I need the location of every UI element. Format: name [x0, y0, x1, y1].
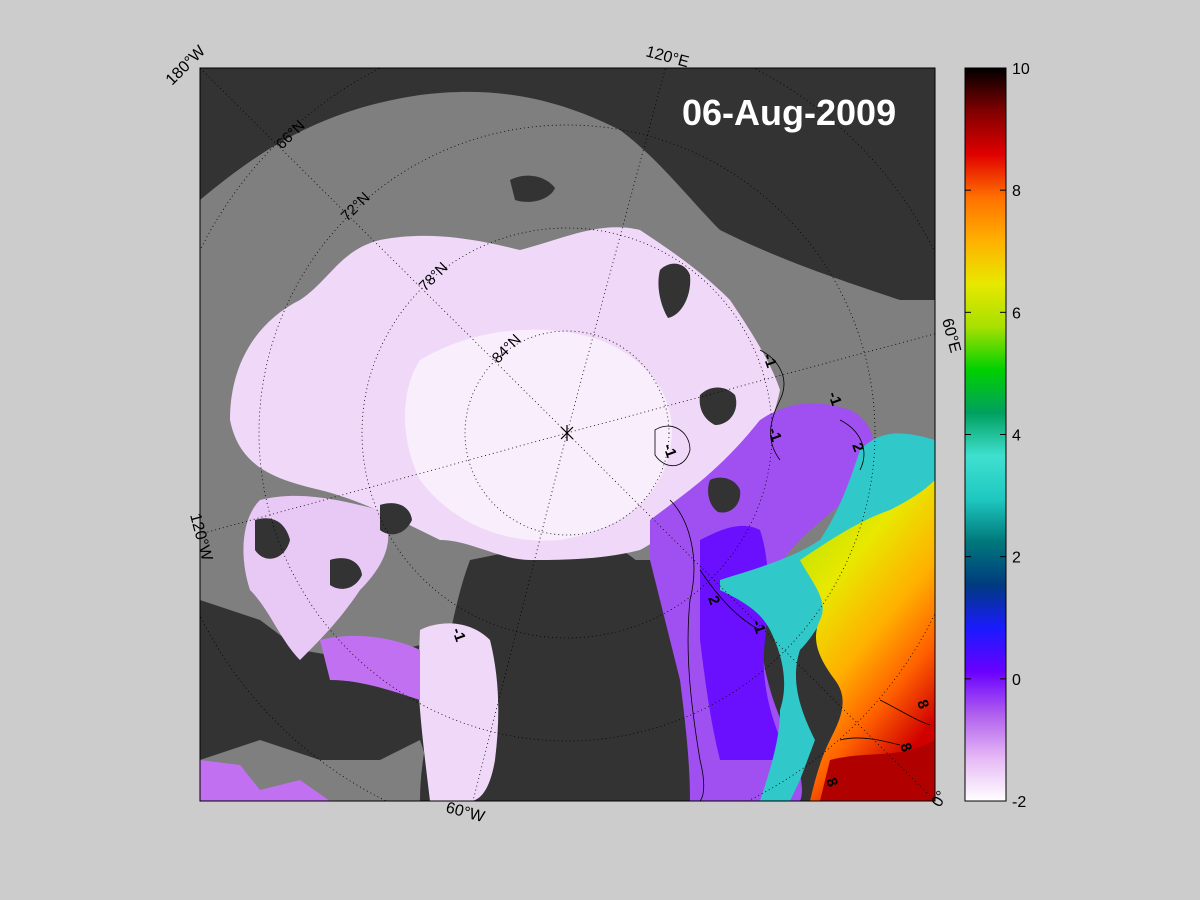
- baffin-bay-ice: [418, 623, 499, 801]
- dark-red-water: [820, 740, 935, 801]
- latitude-circle-78n: [361, 227, 773, 639]
- contour-label: -1: [759, 352, 780, 370]
- north-pole-marker: [560, 425, 574, 441]
- contour-label: -1: [748, 618, 769, 636]
- shelf-area-south: [200, 740, 440, 801]
- warm-water: [800, 480, 935, 801]
- colorbar-tick-label: 10: [1012, 61, 1030, 78]
- lon-label-120e: 120°E: [644, 43, 691, 71]
- island-3: [658, 263, 691, 318]
- colorbar-gradient: [964, 67, 1007, 802]
- colorbar-tick-label: 4: [1012, 428, 1021, 445]
- island-2: [708, 477, 741, 513]
- baffin-bay-purple: [320, 635, 420, 700]
- sea-ice-inner: [405, 329, 672, 541]
- island-6: [330, 558, 362, 589]
- island-1: [699, 387, 737, 425]
- sw-purple: [200, 760, 330, 801]
- contour-label: -1: [659, 442, 680, 460]
- latitude-circle-72n: [258, 124, 876, 742]
- contour-label: -1: [824, 390, 845, 408]
- meridian-60w: [472, 432, 568, 801]
- contour-label: -1: [764, 426, 785, 444]
- contour-label: -1: [448, 626, 469, 644]
- island-4: [510, 175, 555, 202]
- colorbar-tick-label: 2: [1012, 550, 1021, 567]
- colorbar-tick-label: 0: [1012, 672, 1021, 689]
- date-label: 06-Aug-2009: [682, 92, 896, 133]
- contour-lines: [654, 349, 931, 801]
- lon-label-60e: 60°E: [938, 317, 963, 355]
- lon-label-60w: 60°W: [444, 799, 487, 826]
- graticule: [200, 68, 935, 801]
- colorbar-tick-label: 8: [1012, 183, 1021, 200]
- map-border: [199, 67, 936, 802]
- colorbar: 10 8 6 4 2 0 -2: [964, 61, 1030, 811]
- latitude-circle-84n: [464, 330, 670, 536]
- island-5: [380, 503, 412, 535]
- lon-label-0: 0°: [929, 788, 951, 810]
- shelf-area-east: [760, 330, 935, 420]
- meridian-0: [566, 432, 935, 801]
- colorbar-ticks: 10 8 6 4 2 0 -2: [965, 61, 1030, 811]
- map-panel: 66°N 72°N 78°N 84°N -1 2 -1 -1 2 -1 8 8 …: [200, 68, 935, 801]
- colorbar-tick-label: -2: [1012, 794, 1026, 811]
- colorbar-tick-label: 6: [1012, 305, 1021, 322]
